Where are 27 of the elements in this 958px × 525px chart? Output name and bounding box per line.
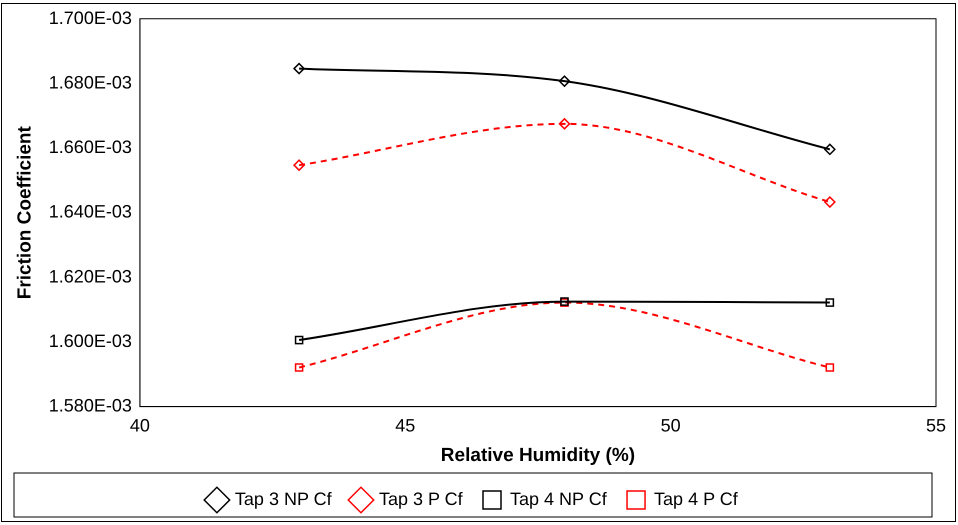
x-tick-label: 45: [395, 415, 416, 436]
point: [826, 298, 834, 307]
legend-label: Tap 3 NP Cf: [234, 488, 333, 509]
y-tick-label: 1.600E-03: [48, 330, 132, 351]
point: [293, 62, 305, 74]
x-axis-title: Relative Humidity (%): [440, 444, 636, 466]
point: [558, 118, 570, 130]
legend-label: Tap 3 P Cf: [378, 488, 464, 509]
point: [824, 144, 836, 156]
point: [558, 75, 570, 87]
legend-label: Tap 4 NP Cf: [510, 488, 608, 509]
y-tick-label: 1.680E-03: [48, 72, 132, 92]
y-tick-label: 1.660E-03: [48, 137, 132, 158]
y-tick-label: 1.700E-03: [48, 8, 132, 28]
x-tick-label: 40: [130, 415, 150, 436]
point: [293, 159, 305, 171]
x-tick-label: 55: [926, 415, 946, 436]
y-tick-label: 1.580E-03: [48, 396, 132, 416]
point: [826, 363, 834, 372]
y-axis-title: Friction Coefficient: [14, 125, 36, 300]
x-tick-label: 50: [660, 415, 681, 436]
y-tick-label: 1.640E-03: [48, 202, 132, 222]
point: [824, 196, 836, 208]
y-tick-label: 1.620E-03: [48, 266, 132, 286]
legend-label: Tap 4 P Cf: [654, 488, 739, 509]
point: [294, 363, 304, 372]
point: [294, 336, 304, 344]
